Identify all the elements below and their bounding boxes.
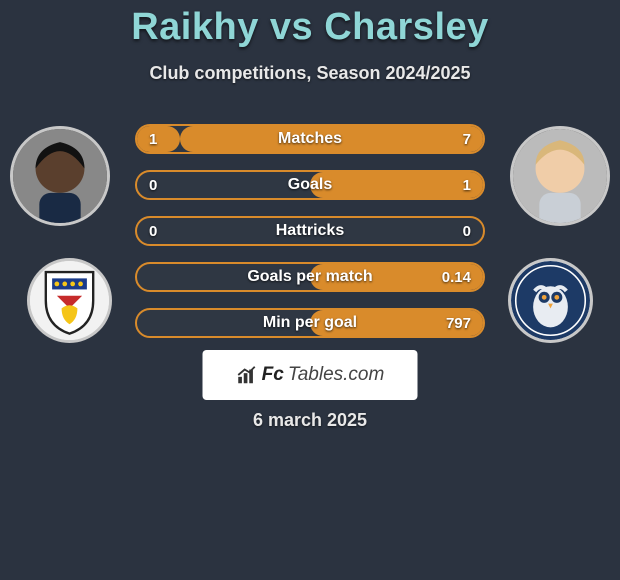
stat-label: Hattricks xyxy=(276,222,344,240)
stat-fill-right xyxy=(310,172,483,198)
stat-label: Min per goal xyxy=(263,314,357,332)
player-right-avatar xyxy=(510,126,610,226)
subtitle: Club competitions, Season 2024/2025 xyxy=(0,63,620,84)
stat-value-left: 0 xyxy=(149,223,157,240)
stat-value-right: 797 xyxy=(446,315,471,332)
stat-value-right: 0 xyxy=(463,223,471,240)
stat-label: Goals per match xyxy=(247,268,372,286)
brand-tables: Tables.com xyxy=(288,364,384,386)
stat-label: Matches xyxy=(278,130,342,148)
stat-rows: 1 Matches 7 0 Goals 1 0 Hattricks 0 Goals per mat… xyxy=(135,124,485,354)
stat-fill-left xyxy=(137,126,180,152)
club-left-badge xyxy=(27,258,112,343)
stat-value-left: 0 xyxy=(149,177,157,194)
stat-value-left: 1 xyxy=(149,131,157,148)
date-label: 6 march 2025 xyxy=(0,410,620,431)
brand-badge: FcTables.com xyxy=(203,350,418,400)
brand-fc: Fc xyxy=(262,364,284,386)
stat-row: 0 Goals 1 xyxy=(135,170,485,200)
stat-row: 0 Hattricks 0 xyxy=(135,216,485,246)
stat-row: 1 Matches 7 xyxy=(135,124,485,154)
stat-row: Goals per match 0.14 xyxy=(135,262,485,292)
player-left-avatar xyxy=(10,126,110,226)
player-right-avatar-svg xyxy=(513,129,607,223)
stat-value-right: 1 xyxy=(463,177,471,194)
stat-row: Min per goal 797 xyxy=(135,308,485,338)
stat-value-right: 7 xyxy=(463,131,471,148)
page-title: Raikhy vs Charsley xyxy=(0,0,620,49)
player-left-avatar-svg xyxy=(13,129,107,223)
club-left-badge-svg xyxy=(30,261,109,340)
club-right-badge xyxy=(508,258,593,343)
stat-label: Goals xyxy=(288,176,332,194)
club-right-badge-svg xyxy=(511,261,590,340)
stat-value-right: 0.14 xyxy=(442,269,471,286)
chart-icon xyxy=(236,364,258,386)
